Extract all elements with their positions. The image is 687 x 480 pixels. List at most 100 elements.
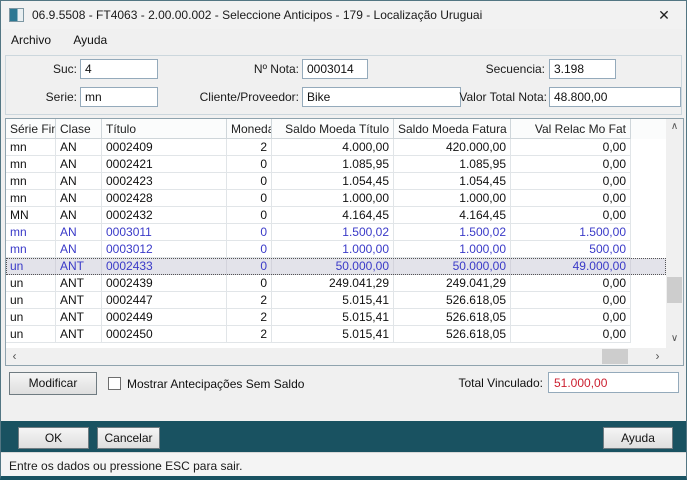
ok-button[interactable]: OK (18, 427, 89, 449)
secuencia-label: Secuencia: (485, 62, 545, 76)
table-cell: AN (56, 139, 102, 156)
col-header-clase[interactable]: Clase (56, 119, 102, 139)
window-title: 06.9.5508 - FT4063 - 2.00.00.002 - Selec… (32, 8, 483, 22)
table-row[interactable]: un ANT 0002439 0 249.041,29 249.041,29 0,00 (6, 275, 666, 292)
table-cell: 0,00 (511, 326, 631, 343)
table-cell: AN (56, 173, 102, 190)
serie-label: Serie: (45, 90, 77, 104)
scroll-up-icon[interactable]: ∧ (670, 121, 679, 132)
table-cell: un (6, 292, 56, 309)
table-cell: 4.164,45 (272, 207, 394, 224)
menu-item-archivo[interactable]: Archivo (11, 33, 52, 47)
valor-total-field[interactable]: 48.800,00 (549, 87, 681, 107)
show-zero-balance-checkbox[interactable] (108, 377, 121, 390)
table-cell: ANT (56, 326, 102, 343)
table-cell: 49.000,00 (511, 258, 631, 275)
table-cell: ANT (56, 292, 102, 309)
cliente-label: Cliente/Proveedor: (199, 90, 299, 104)
table-cell: 0,00 (511, 139, 631, 156)
table-cell: ANT (56, 275, 102, 292)
suc-label: Suc: (52, 62, 77, 76)
table-cell: ANT (56, 309, 102, 326)
table-row[interactable]: un ANT 0002449 2 5.015,41 526.618,05 0,00 (6, 309, 666, 326)
table-row[interactable]: MN AN 0002432 0 4.164,45 4.164,45 0,00 (6, 207, 666, 224)
table-cell: ANT (56, 258, 102, 275)
table-row[interactable]: un ANT 0002450 2 5.015,41 526.618,05 0,00 (6, 326, 666, 343)
table-cell: mn (6, 224, 56, 241)
table-row[interactable]: mn AN 0002421 0 1.085,95 1.085,95 0,00 (6, 156, 666, 173)
total-vinculado-value: 51.000,00 (548, 372, 679, 393)
table-cell: 0003012 (102, 241, 227, 258)
table-cell: un (6, 309, 56, 326)
anticipos-table-panel: Série Fin Clase Título Moneda Saldo Moed… (5, 118, 684, 366)
table-cell: 0002449 (102, 309, 227, 326)
valor-total-label: Valor Total Nota: (459, 90, 547, 104)
table-cell: 526.618,05 (394, 309, 511, 326)
table-cell: MN (6, 207, 56, 224)
scroll-left-icon[interactable]: ‹ (12, 349, 17, 363)
vertical-scrollbar-thumb[interactable] (667, 277, 682, 303)
help-button[interactable]: Ayuda (603, 427, 673, 449)
menu-item-ayuda[interactable]: Ayuda (73, 33, 108, 47)
cliente-field[interactable]: Bike (302, 87, 461, 107)
table-cell: 0,00 (511, 156, 631, 173)
suc-field[interactable]: 4 (80, 59, 158, 79)
table-row[interactable]: mn AN 0003011 0 1.500,02 1.500,02 1.500,00 (6, 224, 666, 241)
col-header-titulo[interactable]: Título (102, 119, 227, 139)
table-cell: 0 (227, 173, 272, 190)
table-cell: 0,00 (511, 292, 631, 309)
table-row[interactable]: mn AN 0002409 2 4.000,00 420.000,00 0,00 (6, 139, 666, 156)
cancel-button[interactable]: Cancelar (97, 427, 160, 449)
col-header-saldo-titulo[interactable]: Saldo Moeda Título (272, 119, 394, 139)
col-header-val-relac[interactable]: Val Relac Mo Fat (511, 119, 631, 139)
nota-label: Nº Nota: (253, 62, 299, 76)
scroll-right-icon[interactable]: › (655, 349, 660, 363)
table-row[interactable]: mn AN 0002423 0 1.054,45 1.054,45 0,00 (6, 173, 666, 190)
app-icon (9, 8, 24, 22)
table-cell: 0 (227, 190, 272, 207)
table-row[interactable]: un ANT 0002447 2 5.015,41 526.618,05 0,00 (6, 292, 666, 309)
table-cell: 0002409 (102, 139, 227, 156)
col-header-saldo-fatura[interactable]: Saldo Moeda Fatura (394, 119, 511, 139)
table-body: mn AN 0002409 2 4.000,00 420.000,00 0,00 mn AN 00… (6, 139, 666, 343)
table-cell: 0002433 (102, 258, 227, 275)
scroll-down-icon[interactable]: ∨ (670, 333, 679, 344)
table-row[interactable]: mn AN 0003012 0 1.000,00 1.000,00 500,00 (6, 241, 666, 258)
table-cell: 0002447 (102, 292, 227, 309)
table-cell: 5.015,41 (272, 292, 394, 309)
close-icon[interactable]: ✕ (658, 7, 670, 23)
table-cell: 2 (227, 309, 272, 326)
scrollbar-corner (666, 348, 683, 365)
vertical-scrollbar[interactable]: ∧ ∨ (666, 119, 683, 348)
serie-field[interactable]: mn (80, 87, 158, 107)
table-cell: 2 (227, 326, 272, 343)
col-header-moneda[interactable]: Moneda (227, 119, 272, 139)
table-cell: AN (56, 156, 102, 173)
table-cell: 1.085,95 (272, 156, 394, 173)
horizontal-scrollbar[interactable]: ‹ › (6, 348, 666, 365)
nota-field[interactable]: 0003014 (302, 59, 368, 79)
table-cell: 0002432 (102, 207, 227, 224)
status-bar: Entre os dados ou pressione ESC para sai… (1, 452, 686, 476)
table-cell: 0,00 (511, 207, 631, 224)
table-cell: 0 (227, 258, 272, 275)
table-row[interactable]: un ANT 0002433 0 50.000,00 50.000,00 49.000,00 (6, 258, 666, 275)
table-cell: un (6, 258, 56, 275)
table-cell: 0,00 (511, 309, 631, 326)
table-row[interactable]: mn AN 0002428 0 1.000,00 1.000,00 0,00 (6, 190, 666, 207)
table-cell: 0,00 (511, 173, 631, 190)
table-cell: mn (6, 139, 56, 156)
table-cell: 5.015,41 (272, 326, 394, 343)
table-cell: 0003011 (102, 224, 227, 241)
table-cell: mn (6, 173, 56, 190)
secuencia-field[interactable]: 3.198 (549, 59, 616, 79)
horizontal-scrollbar-thumb[interactable] (602, 349, 628, 364)
table-cell: mn (6, 241, 56, 258)
table-cell: un (6, 275, 56, 292)
col-header-serie-fin[interactable]: Série Fin (6, 119, 56, 139)
table-cell: 249.041,29 (272, 275, 394, 292)
show-zero-balance-label: Mostrar Antecipações Sem Saldo (127, 377, 305, 391)
table-cell: 420.000,00 (394, 139, 511, 156)
modify-button[interactable]: Modificar (9, 372, 97, 395)
